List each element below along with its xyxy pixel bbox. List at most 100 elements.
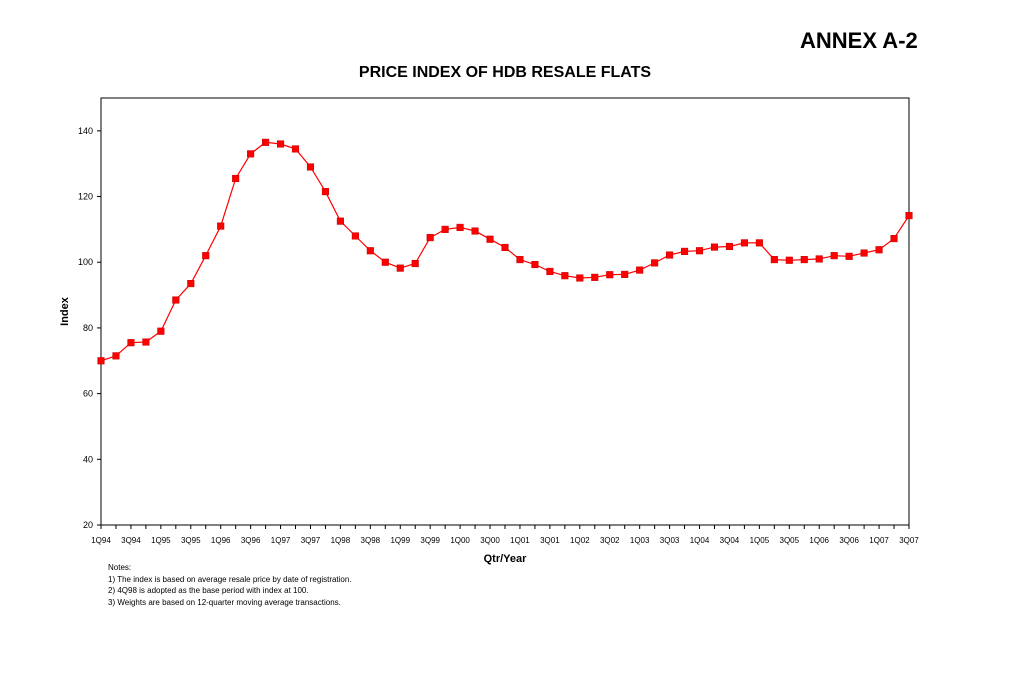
- y-tick-label: 140: [78, 126, 93, 136]
- x-tick-label: 1Q99: [390, 536, 410, 545]
- data-point: [202, 252, 210, 260]
- chart-title: PRICE INDEX OF HDB RESALE FLATS: [358, 64, 652, 81]
- x-tick-label: 1Q05: [750, 536, 770, 545]
- data-point: [381, 258, 389, 266]
- x-tick-label: 1Q95: [151, 536, 171, 545]
- data-point: [142, 338, 150, 346]
- data-point: [456, 223, 464, 231]
- data-point: [396, 264, 404, 272]
- y-tick-label: 60: [83, 389, 93, 399]
- y-tick-label: 40: [83, 454, 93, 464]
- data-point: [770, 256, 778, 264]
- data-point: [351, 232, 359, 240]
- x-tick-label: 1Q06: [809, 536, 829, 545]
- x-tick-label: 1Q94: [91, 536, 111, 545]
- data-point: [546, 267, 554, 275]
- data-point: [277, 140, 285, 148]
- x-tick-label: 3Q02: [600, 536, 620, 545]
- data-point: [321, 188, 329, 196]
- data-point: [486, 235, 494, 243]
- data-point: [845, 252, 853, 260]
- data-point: [591, 273, 599, 281]
- data-point: [291, 145, 300, 153]
- data-point: [800, 256, 808, 264]
- x-tick-label: 3Q00: [480, 536, 500, 545]
- data-point: [830, 252, 838, 260]
- data-point: [336, 217, 344, 225]
- data-point: [636, 266, 644, 274]
- data-point: [366, 247, 374, 255]
- note-line-3: 3) Weights are based on 12-quarter movin…: [108, 597, 341, 607]
- data-point: [710, 243, 719, 251]
- data-point: [905, 212, 913, 220]
- x-tick-label: 1Q96: [211, 536, 231, 545]
- x-tick-label: 1Q02: [570, 536, 590, 545]
- data-point: [411, 259, 419, 268]
- data-point: [890, 235, 898, 243]
- x-tick-label: 1Q98: [331, 536, 351, 545]
- data-point: [815, 255, 823, 263]
- data-point: [681, 247, 689, 255]
- data-point: [516, 256, 524, 264]
- data-point: [247, 150, 255, 158]
- notes-heading: Notes:: [108, 563, 132, 572]
- data-point: [860, 249, 868, 257]
- data-point: [785, 256, 793, 264]
- data-point: [187, 280, 195, 288]
- x-tick-label: 3Q95: [181, 536, 201, 545]
- x-tick-label: 3Q94: [121, 536, 141, 545]
- x-axis-label: Qtr/Year: [484, 553, 528, 565]
- x-tick-label: 1Q00: [450, 536, 470, 545]
- y-axis-label: Index: [59, 296, 71, 326]
- data-point: [755, 239, 763, 247]
- data-point: [666, 251, 674, 259]
- notes-block: Notes: 1) The index is based on average …: [108, 562, 352, 608]
- x-tick-label: 3Q99: [420, 536, 440, 545]
- note-line-2: 2) 4Q98 is adopted as the base period wi…: [108, 586, 309, 595]
- data-point: [695, 247, 704, 255]
- x-tick-label: 3Q03: [660, 536, 680, 545]
- data-point: [441, 225, 449, 233]
- note-line-1: 1) The index is based on average resale …: [108, 574, 352, 584]
- x-tick-label: 1Q07: [869, 536, 889, 545]
- x-tick-label: 3Q06: [839, 536, 859, 545]
- data-point: [112, 352, 120, 360]
- data-point: [97, 357, 105, 365]
- series-line: [100, 141, 910, 362]
- x-tick-label: 3Q98: [361, 536, 381, 545]
- data-point: [651, 259, 659, 267]
- data-point: [217, 222, 225, 230]
- data-point: [262, 138, 270, 146]
- data-point: [875, 246, 883, 254]
- data-point: [426, 234, 434, 242]
- x-tick-label: 1Q01: [510, 536, 530, 545]
- x-tick-label: 3Q97: [301, 536, 321, 545]
- x-tick-label: 3Q96: [241, 536, 261, 545]
- data-point: [157, 327, 165, 335]
- data-point: [127, 339, 135, 347]
- annex-label: ANNEX A-2: [800, 28, 918, 53]
- plot-frame: [100, 97, 910, 526]
- data-point: [725, 242, 733, 251]
- x-tick-label: 3Q07: [899, 536, 919, 545]
- data-point: [501, 243, 509, 251]
- x-tick-label: 1Q04: [690, 536, 710, 545]
- y-tick-label: 120: [78, 192, 93, 202]
- x-tick-label: 3Q01: [540, 536, 560, 545]
- y-tick-label: 80: [83, 323, 93, 333]
- x-tick-label: 1Q97: [271, 536, 291, 545]
- data-point: [621, 270, 629, 278]
- y-tick-label: 20: [83, 520, 93, 530]
- data-point: [306, 163, 315, 171]
- x-tick-label: 3Q05: [780, 536, 800, 545]
- data-point: [740, 239, 748, 247]
- data-point: [561, 272, 569, 280]
- data-point: [576, 274, 584, 282]
- x-tick-label: 1Q03: [630, 536, 650, 545]
- data-point: [471, 227, 479, 235]
- data-point: [531, 260, 539, 269]
- data-point: [232, 174, 240, 183]
- data-point: [606, 271, 614, 279]
- y-tick-label: 100: [78, 257, 93, 267]
